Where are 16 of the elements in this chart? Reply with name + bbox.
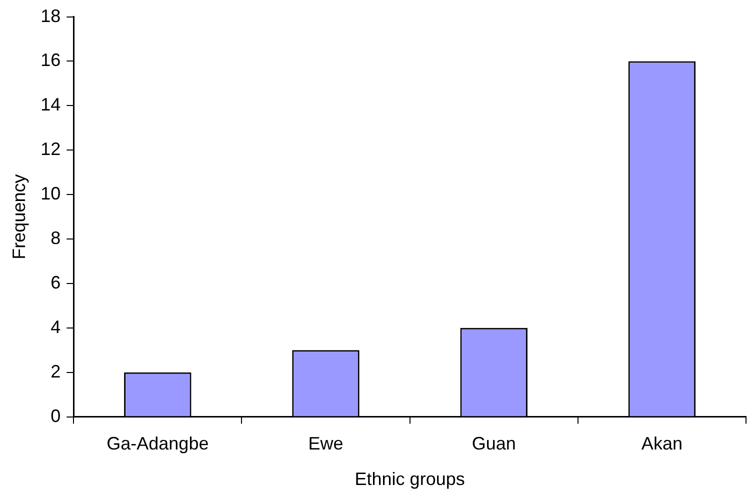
x-tick-label: Ewe	[308, 434, 344, 454]
x-tick-label: Ga-Adangbe	[106, 434, 209, 454]
y-axis-title: Frequency	[8, 174, 29, 260]
x-axis-title: Ethnic groups	[354, 469, 465, 490]
y-tick-label: 16	[40, 50, 61, 70]
y-tick-label: 2	[50, 361, 61, 382]
y-tick-label: 18	[40, 6, 61, 26]
y-tick-label: 4	[50, 316, 61, 337]
y-tick-label: 8	[50, 228, 61, 248]
y-tick-label: 10	[40, 184, 61, 204]
y-tick-label: 12	[40, 139, 61, 160]
y-tick-label: 14	[40, 94, 61, 115]
y-tick-label: 6	[50, 272, 61, 292]
x-tick-label: Guan	[472, 434, 516, 454]
y-tick-label: 0	[50, 406, 61, 426]
x-tick-label: Akan	[641, 434, 682, 454]
